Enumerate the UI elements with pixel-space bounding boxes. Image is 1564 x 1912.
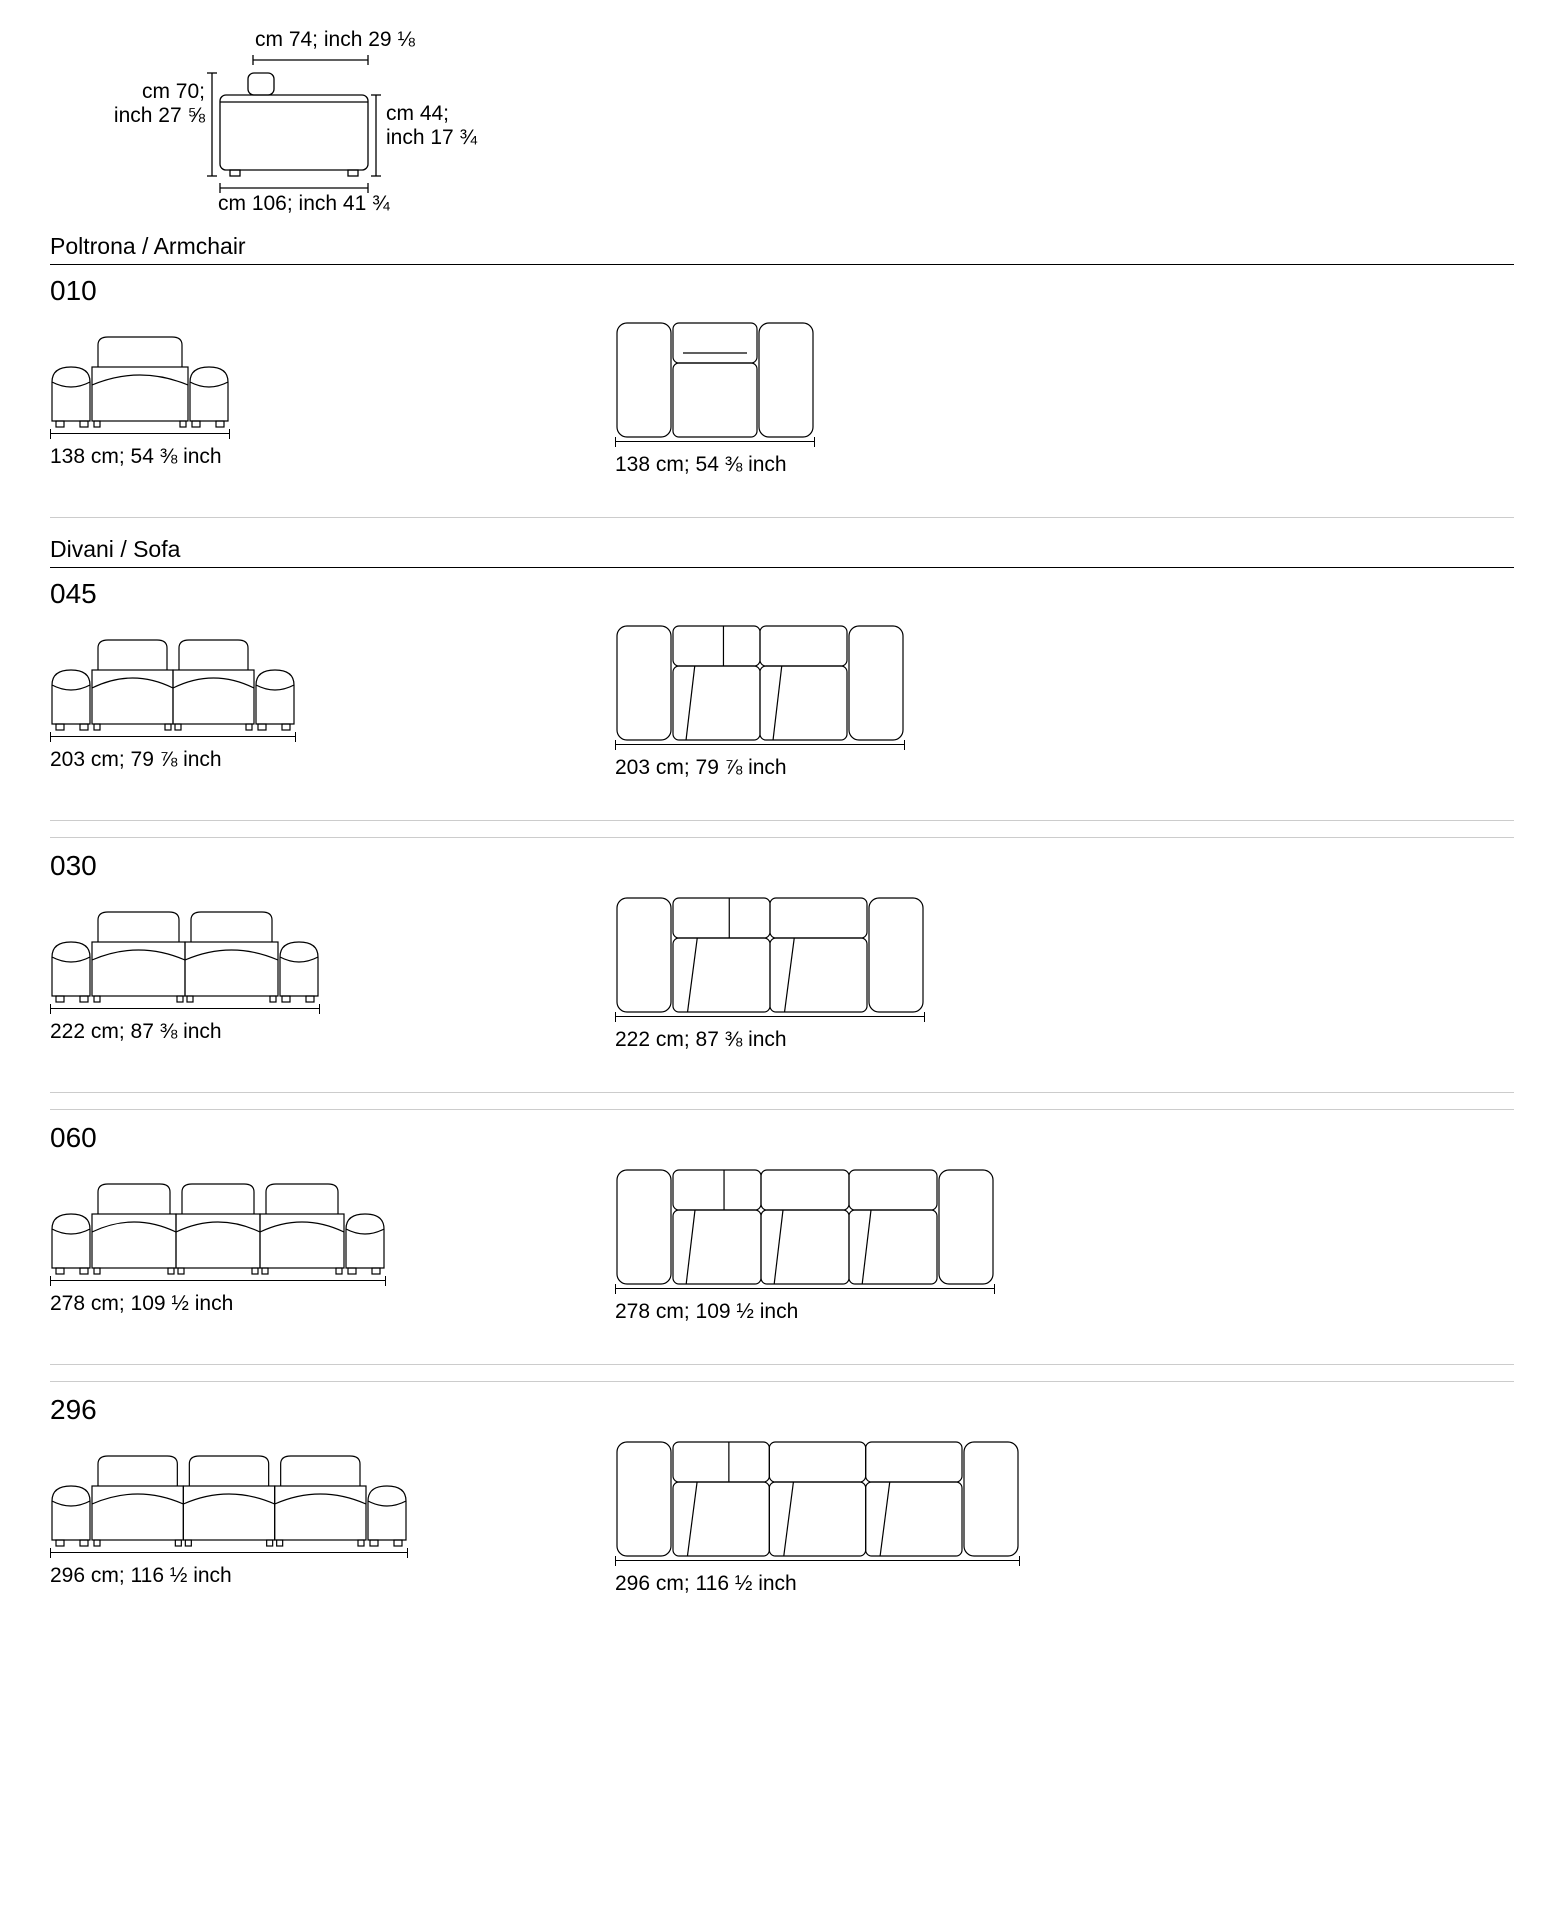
model-code: 045 — [50, 578, 1514, 610]
plan-view — [615, 624, 1180, 742]
model-row: 060 278 cm; 109 ½ inch278 cm; 109 ½ inch — [50, 1109, 1514, 1365]
dimension-label: 138 cm; 54 ⅜ inch — [615, 453, 1180, 477]
front-view-column: 296 cm; 116 ½ inch — [50, 1440, 615, 1596]
dimension-bar — [615, 1016, 925, 1022]
section-title-it: Divani — [50, 536, 120, 562]
top-view-column: 138 cm; 54 ⅜ inch — [615, 321, 1180, 477]
dimension-bar — [50, 433, 230, 439]
dim-right: cm 44;inch 17 ¾ — [386, 102, 477, 150]
front-elevation — [50, 1168, 615, 1278]
model-code: 010 — [50, 275, 1514, 307]
dimension-label: 203 cm; 79 ⅞ inch — [615, 756, 1180, 780]
dimension-bar — [615, 1288, 995, 1294]
plan-view — [615, 321, 1180, 439]
side-elevation-diagram: cm 74; inch 29 ⅛ cm 70;inch 27 ⅝ cm 44;i… — [110, 40, 490, 215]
section-title-en: Armchair — [154, 233, 246, 259]
model-row: 045 203 cm; 79 ⅞ inch203 cm; 79 ⅞ inch — [50, 578, 1514, 821]
dimension-bar — [615, 441, 815, 447]
dimension-label: 138 cm; 54 ⅜ inch — [50, 445, 615, 469]
top-view-column: 203 cm; 79 ⅞ inch — [615, 624, 1180, 780]
model-code: 296 — [50, 1381, 1514, 1426]
plan-view — [615, 896, 1180, 1014]
dim-left: cm 70;inch 27 ⅝ — [100, 80, 205, 128]
front-view-column: 138 cm; 54 ⅜ inch — [50, 321, 615, 477]
section-title-it: Poltrona — [50, 233, 136, 259]
section-title-en: Sofa — [133, 536, 180, 562]
dimension-label: 222 cm; 87 ⅜ inch — [50, 1020, 615, 1044]
dimension-bar — [50, 736, 296, 742]
dimension-label: 296 cm; 116 ½ inch — [615, 1572, 1180, 1596]
dim-bottom: cm 106; inch 41 ¾ — [218, 192, 390, 216]
front-elevation — [50, 1440, 615, 1550]
top-view-column: 278 cm; 109 ½ inch — [615, 1168, 1180, 1324]
dimension-bar — [615, 744, 905, 750]
front-view-column: 278 cm; 109 ½ inch — [50, 1168, 615, 1324]
dimension-bar — [50, 1280, 386, 1286]
top-view-column: 222 cm; 87 ⅜ inch — [615, 896, 1180, 1052]
dimension-label: 278 cm; 109 ½ inch — [50, 1292, 615, 1316]
front-elevation — [50, 896, 615, 1006]
model-row: 296 296 cm; 116 ½ inch296 cm; 116 ½ inch — [50, 1381, 1514, 1636]
model-code: 030 — [50, 837, 1514, 882]
plan-view — [615, 1440, 1180, 1558]
front-elevation — [50, 624, 615, 734]
front-view-column: 203 cm; 79 ⅞ inch — [50, 624, 615, 780]
dimension-bar — [50, 1008, 320, 1014]
model-row: 030 222 cm; 87 ⅜ inch222 cm; 87 ⅜ inch — [50, 837, 1514, 1093]
model-row: 010 138 cm; 54 ⅜ inch138 cm; 54 ⅜ inch — [50, 275, 1514, 518]
dim-top: cm 74; inch 29 ⅛ — [255, 28, 415, 52]
dimension-label: 203 cm; 79 ⅞ inch — [50, 748, 615, 772]
plan-view — [615, 1168, 1180, 1286]
top-view-column: 296 cm; 116 ½ inch — [615, 1440, 1180, 1596]
dimension-label: 278 cm; 109 ½ inch — [615, 1300, 1180, 1324]
section-header: Divani / Sofa — [50, 536, 1514, 568]
dimension-label: 222 cm; 87 ⅜ inch — [615, 1028, 1180, 1052]
section-header: Poltrona / Armchair — [50, 233, 1514, 265]
model-code: 060 — [50, 1109, 1514, 1154]
dimension-bar — [50, 1552, 408, 1558]
dimension-label: 296 cm; 116 ½ inch — [50, 1564, 615, 1588]
front-elevation — [50, 321, 615, 431]
front-view-column: 222 cm; 87 ⅜ inch — [50, 896, 615, 1052]
dimension-bar — [615, 1560, 1020, 1566]
